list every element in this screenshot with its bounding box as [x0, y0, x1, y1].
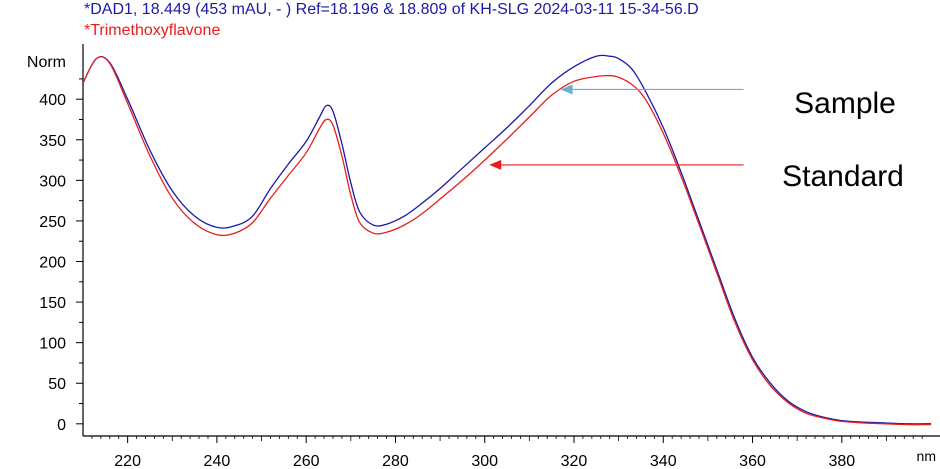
- y-tick-label: 0: [57, 417, 66, 434]
- y-tick-label: 350: [39, 133, 66, 150]
- y-tick-label: 50: [48, 376, 66, 393]
- y-tick-label: 100: [39, 336, 66, 353]
- series-line-standard: [83, 56, 932, 426]
- x-tick-label: 220: [114, 453, 141, 469]
- y-tick-label: 300: [39, 173, 66, 190]
- y-tick-label: 150: [39, 295, 66, 312]
- series-line-sample: [83, 54, 932, 425]
- x-ticks: 220 240 260 280 300 320 340 360 380: [91, 436, 923, 469]
- y-axis-label: Norm: [27, 54, 66, 71]
- x-axis-label: nm: [917, 448, 936, 464]
- arrow-head-standard: [489, 159, 502, 170]
- y-ticks: 0 50 100 150 200 250 300 350 400: [39, 78, 83, 434]
- x-tick-label: 240: [204, 453, 231, 469]
- x-tick-label: 360: [739, 453, 766, 469]
- arrow-head-sample: [560, 84, 573, 95]
- annotation-label-sample: Sample: [794, 87, 896, 120]
- x-tick-label: 380: [828, 453, 855, 469]
- x-tick-label: 300: [471, 453, 498, 469]
- x-tick-label: 280: [382, 453, 409, 469]
- chart-header-signal-line: *DAD1, 18.449 (453 mAU, - ) Ref=18.196 &…: [84, 1, 699, 18]
- x-tick-label: 260: [293, 453, 320, 469]
- x-tick-label: 340: [650, 453, 677, 469]
- chart-header-compound-line: *Trimethoxyflavone: [84, 22, 221, 39]
- x-tick-label: 320: [561, 453, 588, 469]
- y-tick-label: 200: [39, 255, 66, 272]
- y-tick-label: 400: [39, 92, 66, 109]
- annotations: Sample Standard: [489, 84, 904, 193]
- y-tick-label: 250: [39, 214, 66, 231]
- annotation-label-standard: Standard: [782, 160, 904, 193]
- series-layer: [83, 54, 932, 426]
